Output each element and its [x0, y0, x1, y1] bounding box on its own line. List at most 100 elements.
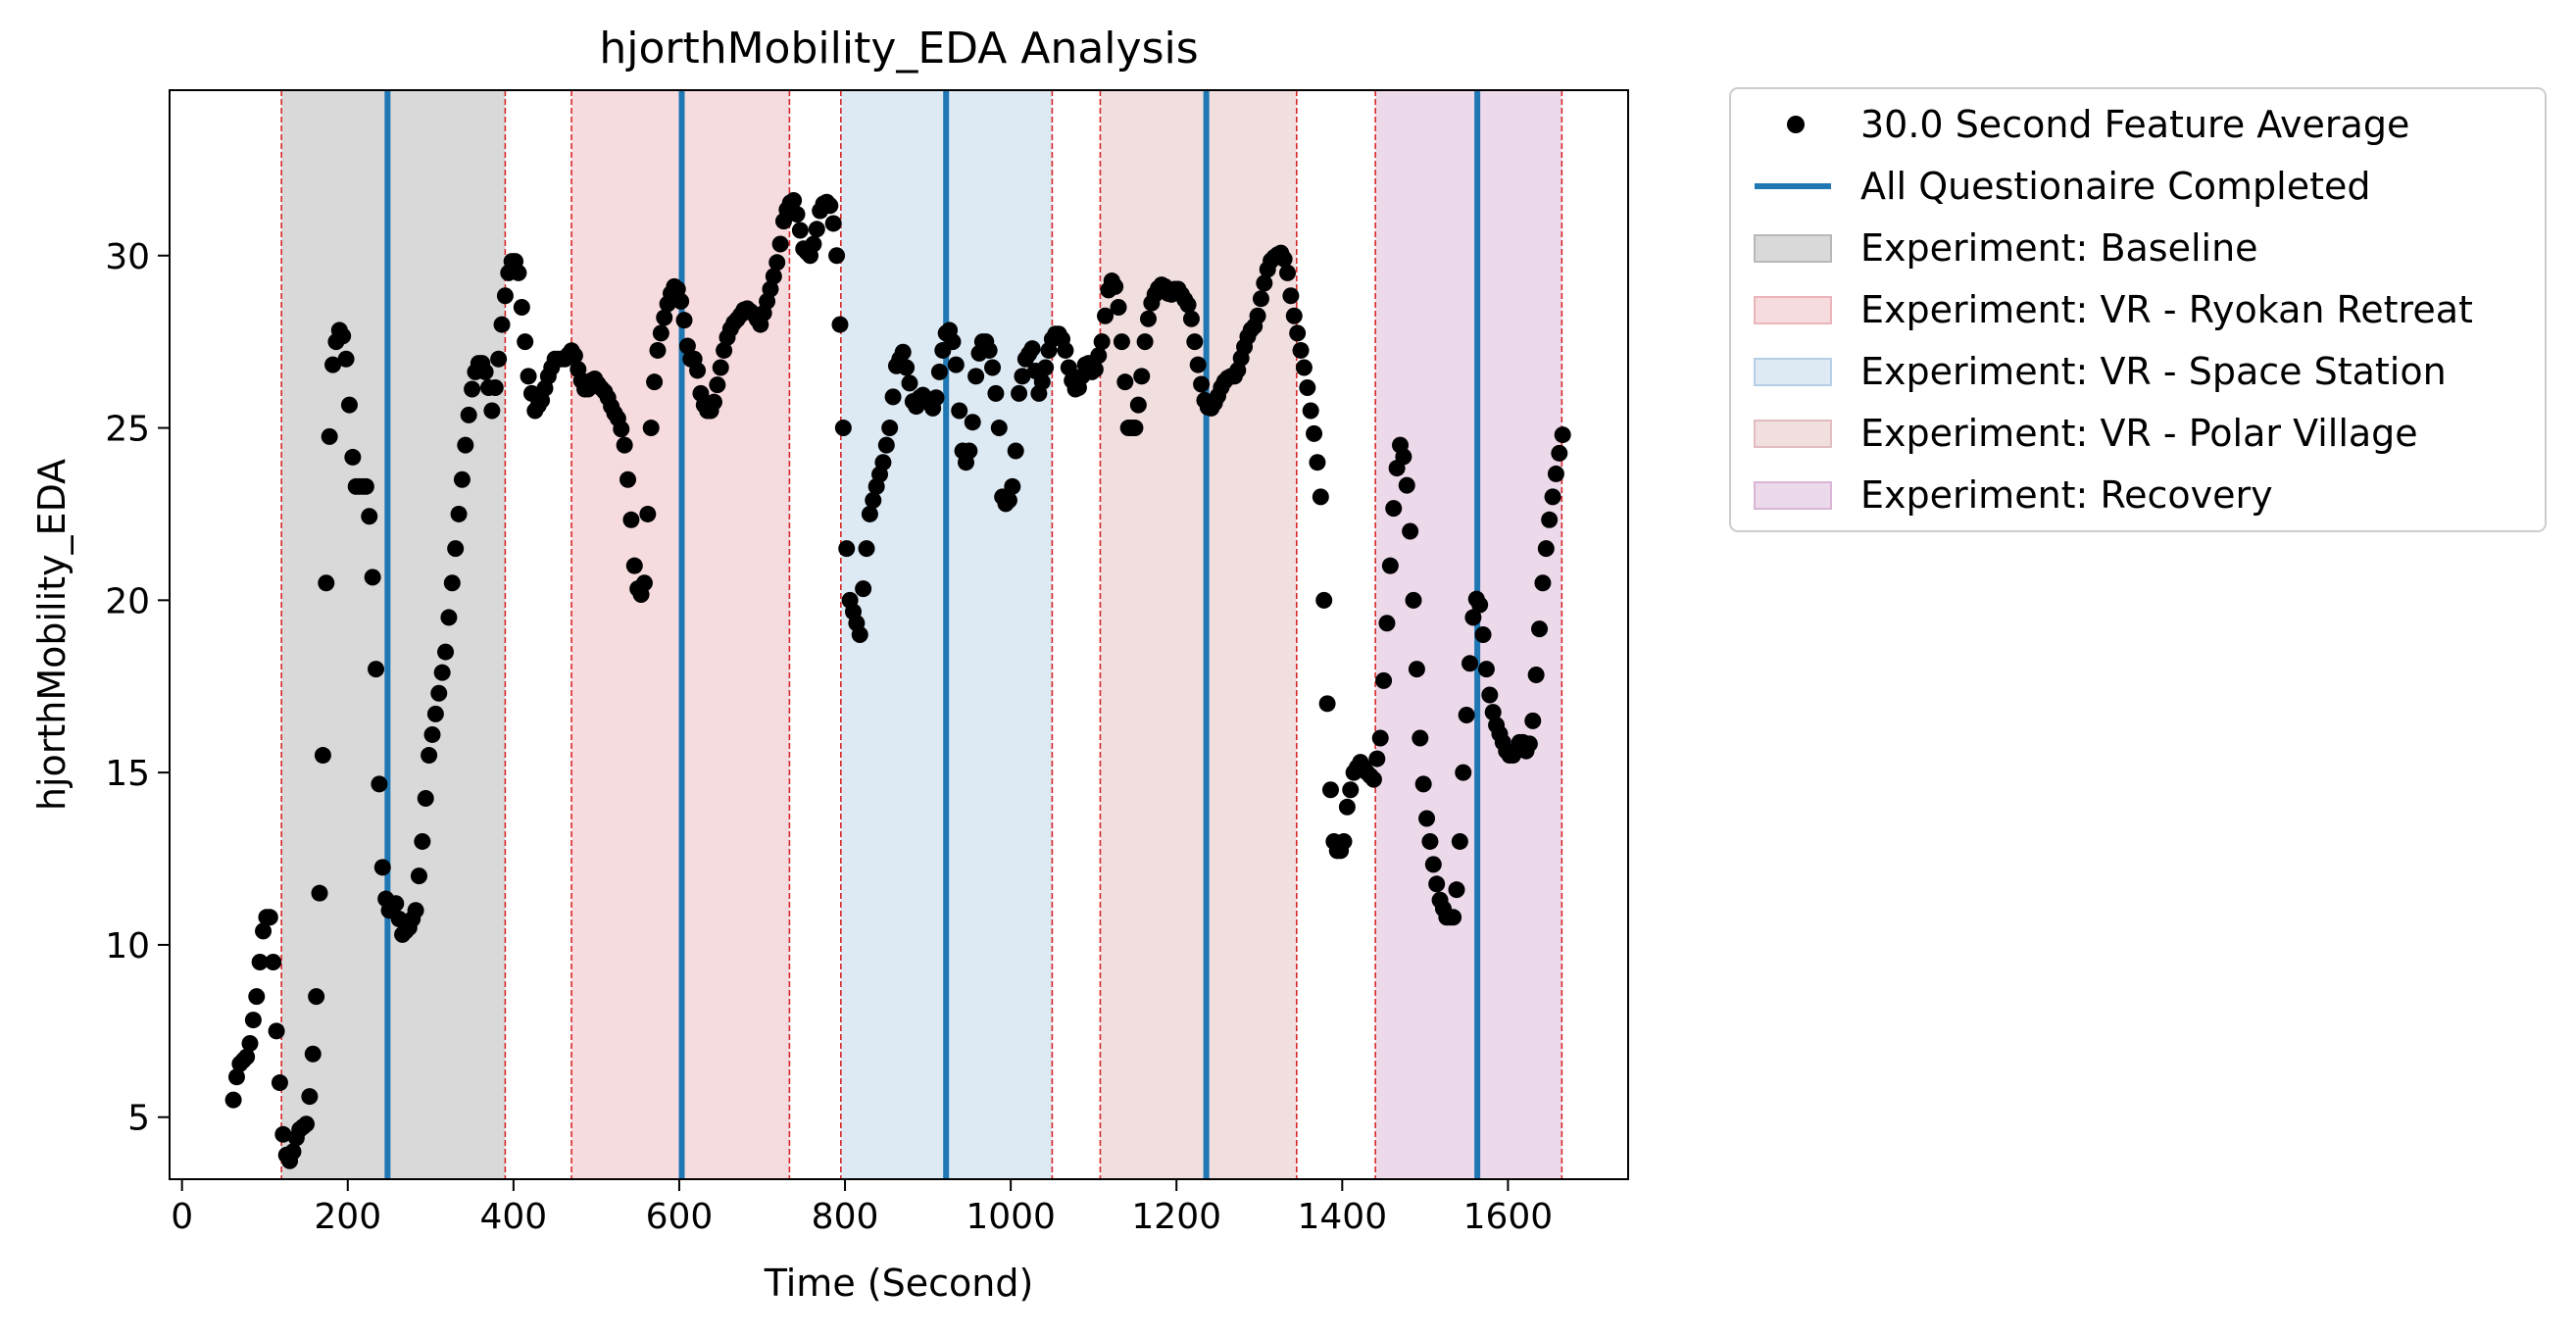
data-point [881, 420, 899, 437]
data-point [414, 832, 431, 850]
data-point [268, 1022, 285, 1040]
legend: 30.0 Second Feature Average All Questiona… [1729, 87, 2547, 532]
x-tick-label: 0 [171, 1197, 193, 1237]
data-point [340, 396, 358, 414]
data-point [1381, 557, 1399, 574]
data-point [493, 316, 511, 333]
legend-item: All Questionaire Completed [1755, 165, 2371, 208]
data-point [785, 192, 803, 210]
data-point [635, 574, 653, 592]
data-point [344, 448, 362, 466]
data-point [513, 298, 530, 316]
y-tick-label: 30 [105, 237, 150, 277]
data-point [1037, 359, 1055, 376]
data-point [457, 436, 474, 454]
data-point [858, 540, 875, 558]
data-point [1139, 310, 1157, 327]
data-point [944, 333, 962, 351]
data-point [1471, 596, 1489, 614]
data-point [426, 705, 444, 722]
feature-average-points [224, 192, 1571, 1169]
data-point [1527, 667, 1545, 684]
data-point [1405, 591, 1422, 609]
data-point [1421, 832, 1439, 850]
data-point [1455, 764, 1472, 781]
data-point [1371, 729, 1389, 747]
legend-label: Experiment: Baseline [1860, 226, 2258, 270]
data-point [421, 747, 438, 765]
data-point [808, 221, 825, 238]
data-point [1282, 287, 1300, 305]
data-point [1461, 655, 1479, 672]
data-point [1011, 384, 1028, 402]
legend-marker-patch [1754, 481, 1832, 510]
data-point [324, 356, 342, 373]
data-point [1364, 770, 1382, 788]
data-point [410, 867, 427, 885]
data-point [1534, 574, 1552, 592]
data-point [1474, 626, 1492, 643]
legend-item: Experiment: VR - Space Station [1754, 350, 2447, 393]
data-point [1321, 781, 1339, 799]
data-point [613, 421, 630, 438]
data-point [486, 379, 504, 397]
data-point [1249, 307, 1266, 324]
data-point [831, 316, 849, 333]
data-point [1107, 277, 1124, 295]
data-point [616, 436, 633, 454]
data-point [990, 420, 1008, 437]
data-point [298, 1115, 315, 1133]
data-point [1116, 373, 1134, 391]
data-point [1193, 375, 1211, 393]
data-point [483, 402, 501, 420]
data-point [1537, 540, 1555, 558]
data-point [357, 477, 374, 495]
data-point [824, 215, 842, 232]
legend-marker-patch [1754, 234, 1832, 263]
data-point [430, 684, 448, 702]
data-point [1414, 775, 1432, 793]
data-point [520, 368, 537, 385]
data-point [1335, 832, 1353, 850]
data-point [1395, 448, 1412, 466]
data-point [901, 374, 918, 392]
data-point [709, 376, 726, 394]
y-axis-label: hjorthMobility_EDA [30, 459, 74, 811]
data-point [1186, 333, 1204, 351]
data-point [791, 222, 809, 239]
data-point [1126, 420, 1144, 437]
data-point [1544, 488, 1561, 506]
data-point [447, 540, 465, 558]
data-point [877, 436, 895, 454]
data-point [361, 508, 378, 525]
data-point [1093, 333, 1111, 351]
data-point [1368, 750, 1386, 768]
legend-marker-dot [1787, 116, 1805, 133]
data-point [1256, 274, 1273, 292]
data-point [1182, 310, 1200, 327]
data-point [334, 327, 352, 345]
data-point [1133, 368, 1151, 385]
data-point [622, 511, 640, 528]
data-point [967, 368, 985, 385]
data-point [851, 626, 868, 643]
data-point [675, 312, 693, 329]
data-point [1189, 356, 1207, 373]
data-point [855, 580, 872, 598]
data-point [450, 505, 468, 522]
legend-label: All Questionaire Completed [1860, 165, 2371, 208]
data-point [656, 309, 673, 326]
data-point [788, 206, 806, 223]
data-point [371, 775, 388, 793]
legend-item: Experiment: VR - Polar Village [1754, 412, 2418, 455]
data-point [1458, 707, 1475, 724]
data-point [301, 1088, 319, 1106]
x-tick-label: 800 [812, 1197, 879, 1237]
data-point [251, 954, 269, 971]
data-point [947, 356, 965, 373]
data-point [1520, 735, 1538, 753]
data-point [387, 895, 405, 913]
data-point [1524, 712, 1542, 729]
data-point [265, 954, 282, 971]
